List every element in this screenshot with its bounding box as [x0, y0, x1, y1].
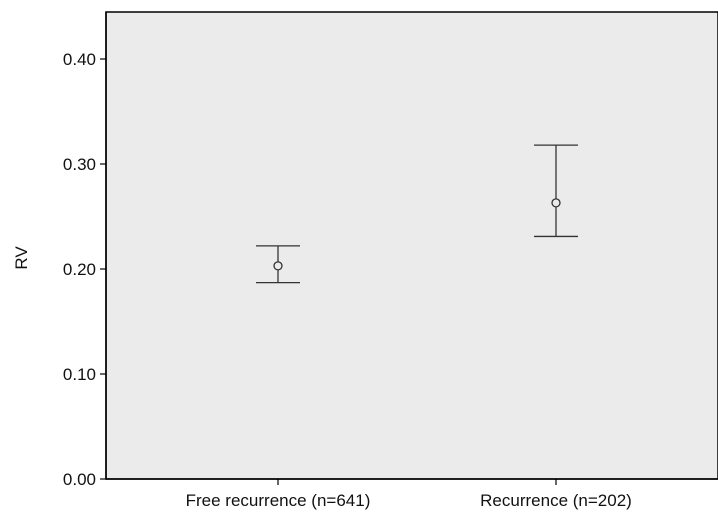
error-bar-group — [256, 245, 300, 284]
x-tick-label: Free recurrence (n=641) — [186, 491, 371, 510]
y-tick-label: 0.20 — [63, 260, 96, 279]
x-axis: Free recurrence (n=641) Recurrence (n=202… — [106, 478, 718, 510]
data-marks — [256, 144, 578, 284]
y-tick-label: 0.40 — [63, 50, 96, 69]
error-bar-group — [534, 144, 578, 238]
y-tick-label: 0.10 — [63, 365, 96, 384]
y-axis: 0.00 0.10 0.20 0.30 0.40 — [63, 12, 107, 489]
mean-point — [273, 261, 283, 271]
y-tick-label: 0.00 — [63, 470, 96, 489]
plot-area — [105, 11, 718, 480]
y-axis-label: RV — [12, 246, 31, 270]
x-tick-label: Recurrence (n=202) — [480, 491, 632, 510]
mean-point — [551, 198, 561, 208]
y-tick-label: 0.30 — [63, 155, 96, 174]
